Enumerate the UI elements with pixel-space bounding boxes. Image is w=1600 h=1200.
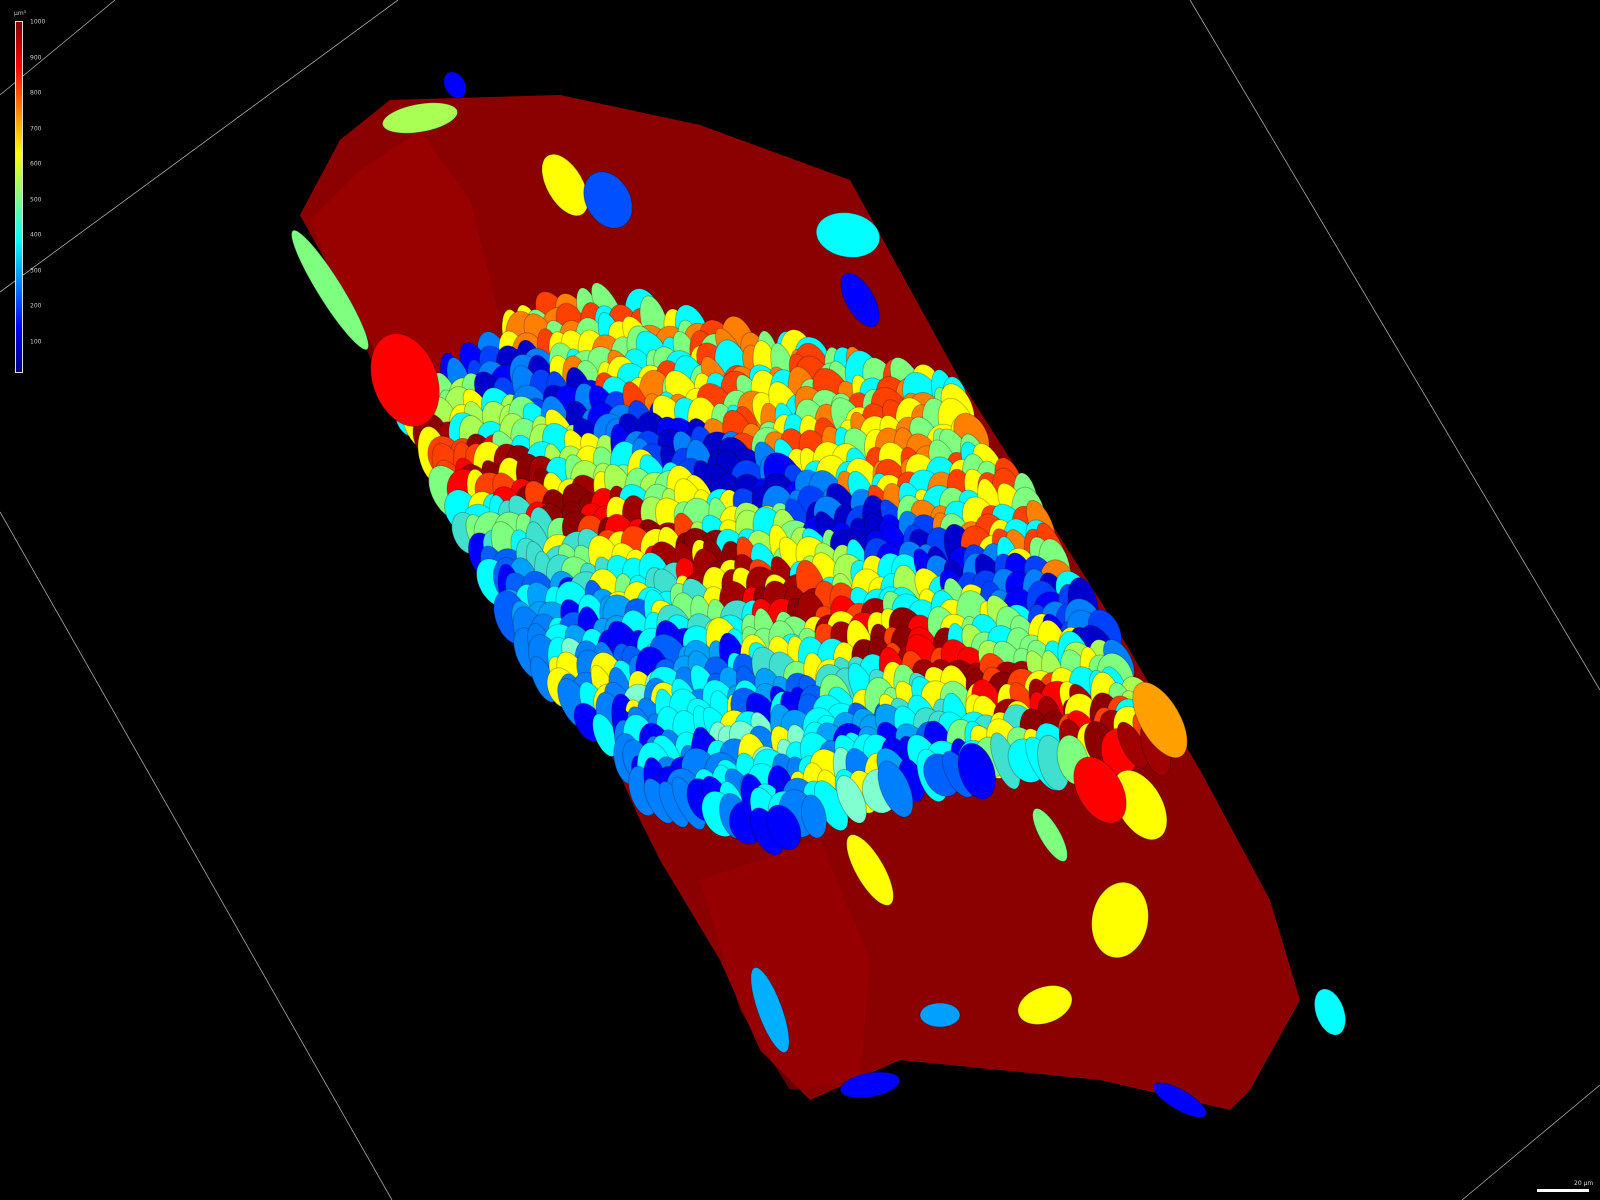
cell (541, 153, 589, 217)
cell (877, 760, 914, 818)
colorbar-tick: 200 (30, 302, 42, 310)
cell (381, 102, 459, 134)
cell (370, 333, 440, 427)
colorbar-tick: 700 (30, 125, 42, 133)
cell (800, 794, 828, 839)
scale-bar-label: 20 µm (1574, 1180, 1594, 1187)
colorbar-tick: 800 (30, 89, 42, 97)
cell (1073, 756, 1127, 824)
bounding-line (1461, 1084, 1600, 1200)
cell (1132, 681, 1188, 759)
scale-bar (1537, 1189, 1589, 1192)
cell (1032, 808, 1068, 862)
cell (291, 229, 369, 351)
cell (846, 834, 894, 906)
cell (836, 775, 868, 824)
colorbar-tick: 500 (30, 196, 42, 204)
cells (291, 71, 1347, 1118)
cell (957, 742, 997, 800)
bounding-line (0, 511, 393, 1200)
cell (1091, 881, 1149, 959)
cell (766, 804, 802, 851)
tissue-body-shade (700, 840, 870, 1090)
colorbar-tick: 100 (30, 338, 42, 346)
colorbar (15, 21, 23, 373)
cell (1313, 988, 1347, 1036)
cell (815, 212, 881, 258)
bounding-line (0, 0, 399, 293)
bounding-line (1189, 0, 1600, 691)
cell (1017, 985, 1073, 1025)
cell (750, 967, 790, 1053)
cell (443, 71, 467, 99)
cell (1153, 1082, 1207, 1118)
colorbar-tick: 600 (30, 160, 42, 168)
colorbar-tick: 400 (30, 231, 42, 239)
cell (840, 272, 880, 328)
cell (919, 1002, 961, 1028)
colorbar-tick: 1000 (30, 18, 46, 26)
colorbar-unit: µm³ (14, 10, 27, 17)
cell (839, 1071, 901, 1099)
colorbar-tick: 300 (30, 267, 42, 275)
cell (583, 171, 633, 229)
colorbar-tick: 900 (30, 54, 42, 62)
